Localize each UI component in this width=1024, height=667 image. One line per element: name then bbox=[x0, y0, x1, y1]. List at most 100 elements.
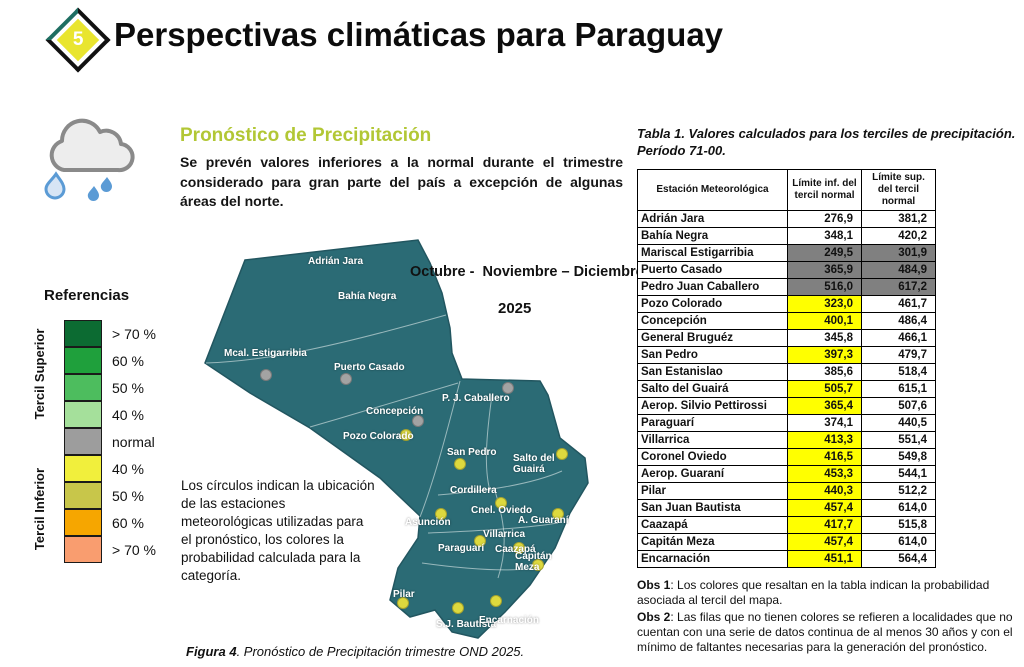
station-name-cell: San Pedro bbox=[637, 346, 788, 364]
legend-title: Referencias bbox=[44, 287, 130, 304]
station-name-cell: Paraguarí bbox=[637, 414, 788, 432]
limit-sup-cell: 420,2 bbox=[861, 227, 936, 245]
legend-item: 60 % bbox=[64, 508, 156, 536]
limit-sup-cell: 381,2 bbox=[861, 210, 936, 228]
limit-inf-cell: 516,0 bbox=[787, 278, 862, 296]
legend-item: 50 % bbox=[64, 373, 156, 401]
station-circle-yellow bbox=[532, 559, 544, 571]
limit-sup-cell: 301,9 bbox=[861, 244, 936, 262]
limit-inf-cell: 505,7 bbox=[787, 380, 862, 398]
legend-color-swatch bbox=[64, 346, 102, 374]
station-circle-yellow bbox=[397, 597, 409, 609]
raindrop-small-2 bbox=[100, 177, 113, 193]
limit-inf-cell: 453,3 bbox=[787, 465, 862, 483]
legend-item: 40 % bbox=[64, 454, 156, 482]
station-name-cell: San Juan Bautista bbox=[637, 499, 788, 517]
station-label: Caazapá bbox=[495, 544, 536, 555]
limit-sup-cell: 614,0 bbox=[861, 499, 936, 517]
station-label: Asunción bbox=[405, 517, 451, 528]
table-row: Concepción 400,1 486,4 bbox=[637, 312, 936, 330]
station-circle-yellow bbox=[556, 448, 568, 460]
page-title: Perspectivas climáticas para Paraguay bbox=[114, 16, 724, 53]
table-row: San Estanislao 385,6 518,4 bbox=[637, 363, 936, 381]
paraguay-map-svg bbox=[204, 239, 589, 639]
limit-sup-cell: 544,1 bbox=[861, 465, 936, 483]
station-circle-yellow bbox=[454, 458, 466, 470]
map-period-year: 2025 bbox=[498, 300, 532, 317]
station-circle-gray bbox=[340, 373, 352, 385]
limit-sup-cell: 466,1 bbox=[861, 329, 936, 347]
limit-sup-cell: 615,1 bbox=[861, 380, 936, 398]
table-caption-period: Período 71-00. bbox=[637, 142, 726, 158]
table-row: Caazapá 417,7 515,8 bbox=[637, 516, 936, 534]
paraguay-map: Adrián Jara Bahía Negra Mcal. Estigarribia… bbox=[190, 233, 602, 645]
legend-item: 60 % bbox=[64, 346, 156, 374]
table-caption-text: Valores calculados para los terciles de … bbox=[684, 126, 1016, 141]
limit-sup-cell: 440,5 bbox=[861, 414, 936, 432]
station-circle-yellow bbox=[435, 508, 447, 520]
table-row: Salto del Guairá 505,7 615,1 bbox=[637, 380, 936, 398]
limit-inf-cell: 457,4 bbox=[787, 533, 862, 551]
rain-cloud-icon bbox=[34, 108, 146, 217]
legend-label: 40 % bbox=[112, 460, 144, 477]
figure-caption-label: Figura 4 bbox=[186, 644, 237, 659]
station-label: Bahía Negra bbox=[338, 291, 397, 302]
limit-inf-cell: 348,1 bbox=[787, 227, 862, 245]
legend-color-swatch bbox=[64, 454, 102, 482]
table-row: Aerop. Silvio Pettirossi 365,4 507,6 bbox=[637, 397, 936, 415]
station-name-cell: Adrián Jara bbox=[637, 210, 788, 228]
station-label: S.J. Bautista bbox=[436, 619, 497, 630]
limit-inf-cell: 345,8 bbox=[787, 329, 862, 347]
station-circle-yellow bbox=[513, 542, 525, 554]
paraguay-shape bbox=[204, 239, 589, 639]
station-label: Adrián Jara bbox=[308, 256, 364, 267]
table-row: General Bruguéz 345,8 466,1 bbox=[637, 329, 936, 347]
header-limit-sup: Límite sup. del tercil normal bbox=[861, 169, 936, 211]
station-name-cell: Encarnación bbox=[637, 550, 788, 568]
station-label: Concepción bbox=[366, 406, 424, 417]
station-name-cell: Aerop. Silvio Pettirossi bbox=[637, 397, 788, 415]
rain-cloud-svg bbox=[44, 118, 135, 201]
legend-label: 40 % bbox=[112, 406, 144, 423]
limit-sup-cell: 507,6 bbox=[861, 397, 936, 415]
obs-2-text: : Las filas que no tienen colores se ref… bbox=[637, 610, 1013, 654]
terciles-table: Estación Meteorológica Límite inf. del t… bbox=[637, 169, 936, 568]
raindrop-large bbox=[44, 171, 66, 200]
legend-color-swatch bbox=[64, 508, 102, 536]
section-number-badge: 5 bbox=[45, 7, 111, 73]
observations: Obs 1: Los colores que resaltan en la ta… bbox=[637, 578, 1019, 657]
obs-2-label: Obs 2 bbox=[637, 610, 671, 625]
legend-lower-tercile-label: Tercil Inferior bbox=[32, 467, 47, 551]
header-limit-inf: Límite inf. del tercil normal bbox=[787, 169, 862, 211]
legend-color-scale: > 70 % 60 % 50 % 40 % normal 40 % 50 % 60 % > 70… bbox=[64, 319, 156, 563]
limit-inf-cell: 249,5 bbox=[787, 244, 862, 262]
limit-inf-cell: 397,3 bbox=[787, 346, 862, 364]
limit-sup-cell: 484,9 bbox=[861, 261, 936, 279]
header-station: Estación Meteorológica bbox=[637, 169, 788, 211]
station-name-cell: Pozo Colorado bbox=[637, 295, 788, 313]
station-circle-yellow bbox=[552, 508, 564, 520]
station-name-cell: Caazapá bbox=[637, 516, 788, 534]
station-circle-yellow bbox=[474, 535, 486, 547]
station-label: P. J. Caballero bbox=[442, 393, 510, 404]
station-name-cell: General Bruguéz bbox=[637, 329, 788, 347]
limit-inf-cell: 416,5 bbox=[787, 448, 862, 466]
limit-sup-cell: 617,2 bbox=[861, 278, 936, 296]
limit-inf-cell: 451,1 bbox=[787, 550, 862, 568]
table-row: Bahía Negra 348,1 420,2 bbox=[637, 227, 936, 245]
station-name-cell: San Estanislao bbox=[637, 363, 788, 381]
legend-upper-tercile-label: Tercil Superior bbox=[32, 328, 47, 420]
legend-item: > 70 % bbox=[64, 535, 156, 563]
limit-inf-cell: 440,3 bbox=[787, 482, 862, 500]
table-caption-label: Tabla 1. bbox=[637, 126, 685, 141]
station-label: Cordillera bbox=[450, 485, 497, 496]
table-row: Paraguarí 374,1 440,5 bbox=[637, 414, 936, 432]
table-row: Pedro Juan Caballero 516,0 617,2 bbox=[637, 278, 936, 296]
station-label: Pilar bbox=[393, 589, 415, 600]
station-name-cell: Puerto Casado bbox=[637, 261, 788, 279]
limit-inf-cell: 457,4 bbox=[787, 499, 862, 517]
legend-label: 50 % bbox=[112, 379, 144, 396]
station-label: Villarrica bbox=[483, 529, 526, 540]
station-name-cell: Coronel Oviedo bbox=[637, 448, 788, 466]
station-circle-yellow bbox=[400, 429, 412, 441]
